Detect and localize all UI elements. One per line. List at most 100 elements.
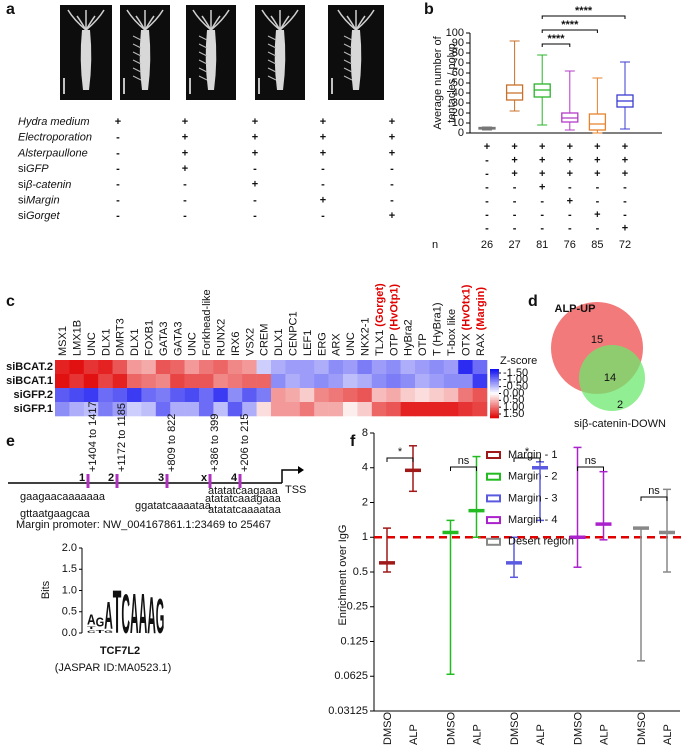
column-label: T-box like [446, 309, 458, 356]
heat-cell [285, 388, 301, 403]
condition-cell: + [567, 195, 573, 207]
sequence: atatatcaagaaa [208, 485, 279, 497]
extra-tentacle [198, 35, 208, 41]
condition-cell: - [321, 163, 325, 175]
condition-cell: - [116, 210, 120, 222]
both: 14 [604, 372, 616, 384]
condition-cell: + [622, 223, 628, 235]
promoter-label: Margin promoter: NW_004167861.1:23469 to… [16, 519, 271, 531]
colorbar-step [490, 385, 499, 388]
heat-cell [371, 388, 387, 403]
y-tick-label: 60 [452, 67, 464, 79]
heat-cell [227, 402, 243, 417]
row-label: siGFP.1 [13, 403, 53, 415]
y-tick-label: 2 [362, 496, 368, 508]
heat-cell [170, 402, 185, 417]
heat-cell [271, 402, 286, 417]
condition-cell: + [511, 155, 517, 167]
heat-cell [271, 388, 286, 403]
colorbar-step [490, 398, 499, 401]
heat-cell [127, 388, 142, 403]
heat-cell [400, 388, 416, 403]
condition-cell: + [252, 116, 258, 128]
heat-cell [256, 374, 272, 389]
column-label: GATA3 [158, 322, 170, 356]
condition-cell: + [622, 168, 628, 180]
gene-alias: (HvOtp1) [388, 284, 400, 331]
extra-tentacle [198, 75, 208, 81]
panel-label: a [6, 1, 15, 18]
heat-cell [199, 360, 214, 375]
n-value: 76 [564, 239, 576, 251]
colorbar-tick-label: 1.50 [503, 408, 524, 420]
heat-cell [472, 374, 488, 389]
x-tick-label: DMSO [382, 712, 394, 745]
heat-cell [170, 360, 185, 375]
heat-cell [155, 402, 171, 417]
extra-tentacle [343, 75, 353, 81]
extra-tentacle [343, 43, 353, 49]
extra-tentacle [267, 59, 277, 65]
condition-cell: - [253, 163, 257, 175]
column-label: OTP (HvOtp1) [388, 284, 400, 356]
heat-cell [242, 374, 257, 389]
heat-cell [112, 388, 128, 403]
heat-cell [443, 388, 459, 403]
condition-label: Hydra medium [18, 116, 90, 128]
heat-cell [155, 388, 171, 403]
column-label: DLX1 [273, 328, 285, 356]
logo-title: TCF7L2 [100, 645, 140, 657]
heat-cell [127, 374, 142, 389]
heat-cell [299, 402, 315, 417]
colorbar-step [490, 409, 499, 412]
heat-cell [69, 374, 85, 389]
heat-cell [242, 360, 257, 375]
heat-cell [343, 388, 358, 403]
y-tick-label: 40 [452, 87, 464, 99]
heat-cell [386, 402, 401, 417]
colorbar-step [490, 404, 499, 407]
condition-cell: + [389, 210, 395, 222]
heat-cell [400, 402, 416, 417]
column-label: DLX1 [100, 328, 112, 356]
heat-cell [357, 402, 373, 417]
x-tick-label: ALP [598, 724, 610, 745]
condition-cell: - [623, 209, 627, 221]
condition-cell: + [115, 116, 121, 128]
legend-swatch [486, 494, 501, 503]
heat-cell [55, 402, 70, 417]
heat-cell [371, 374, 387, 389]
colorbar-step [490, 377, 499, 380]
tss-arrowhead [298, 466, 304, 474]
heat-cell [155, 374, 171, 389]
colorbar-step [490, 373, 499, 376]
legend-swatch [486, 451, 501, 459]
heat-cell [443, 402, 459, 417]
colorbar-tick-label: -0.50 [503, 381, 528, 393]
colorbar-step [490, 375, 499, 378]
extra-tentacle [132, 43, 142, 49]
label-part: GFP [26, 163, 49, 175]
heat-cell [299, 374, 315, 389]
heat-cell [170, 374, 185, 389]
heat-cell [83, 388, 99, 403]
x-tick-label: DMSO [445, 712, 457, 745]
heat-cell [141, 388, 157, 403]
x-tick-label: ALP [535, 724, 547, 745]
condition-cell: - [568, 209, 572, 221]
x-tick-label: ALP [471, 724, 483, 745]
column-label: RAX (Margin) [475, 287, 487, 356]
heat-cell [227, 374, 243, 389]
significance-bracket [513, 457, 541, 462]
significance-label: **** [575, 5, 593, 17]
gene-name: OTP [388, 333, 400, 356]
y-tick-label: 0.03125 [328, 705, 368, 717]
condition-cell: - [540, 195, 544, 207]
panel-label: f [350, 433, 356, 450]
extra-tentacle [343, 35, 353, 41]
condition-cell: - [568, 223, 572, 235]
heat-cell [357, 360, 373, 375]
colorbar-step [490, 396, 499, 399]
extra-tentacle [198, 43, 208, 49]
column-label: GATA3 [172, 322, 184, 356]
